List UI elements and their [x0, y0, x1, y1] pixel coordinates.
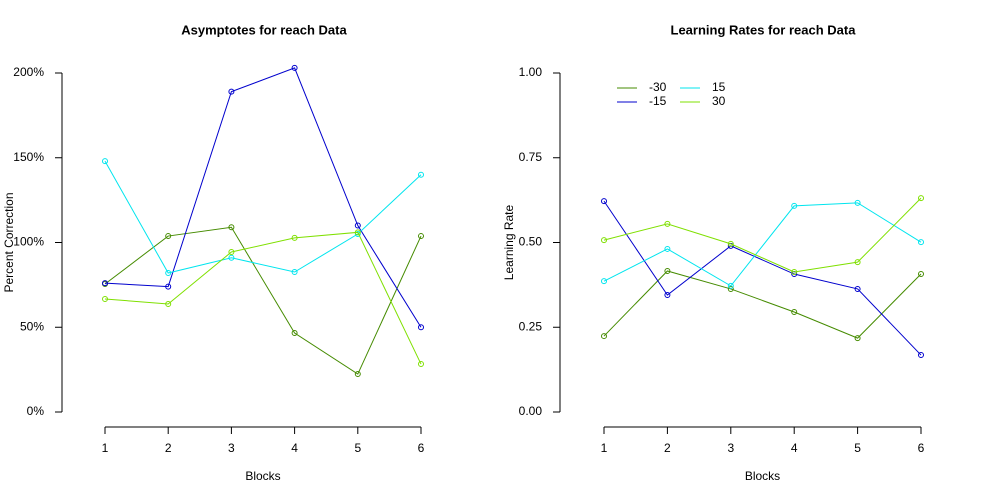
- y-tick-label: 0.50: [519, 235, 543, 249]
- x-tick-label: 2: [165, 441, 172, 455]
- data-point: [918, 195, 924, 202]
- x-axis-label: Blocks: [745, 469, 780, 483]
- series-line: [603, 197, 922, 273]
- data-point: [791, 308, 798, 315]
- series-line: [104, 67, 422, 328]
- chart-title: Asymptotes for reach Data: [181, 22, 347, 37]
- x-tick-label: 1: [601, 441, 608, 455]
- y-tick-label: 50%: [20, 319, 44, 333]
- y-tick-label: 1.00: [519, 65, 543, 79]
- data-point: [727, 282, 734, 289]
- x-tick-label: 4: [291, 441, 298, 455]
- data-point: [918, 239, 924, 246]
- x-tick-label: 6: [418, 441, 425, 455]
- series-line: [104, 160, 422, 274]
- data-point: [664, 292, 671, 299]
- x-tick-label: 2: [664, 441, 671, 455]
- data-point: [291, 64, 298, 71]
- data-point: [291, 268, 298, 275]
- data-point: [165, 270, 172, 277]
- series-line: [603, 270, 922, 339]
- data-point: [354, 231, 361, 238]
- series-line: [603, 202, 922, 287]
- data-point: [291, 234, 298, 241]
- data-point: [918, 271, 924, 278]
- data-point: [228, 224, 235, 231]
- x-tick-label: 3: [228, 441, 235, 455]
- y-axis-label: Learning Rate: [502, 204, 516, 280]
- data-point: [601, 278, 607, 285]
- x-tick-label: 5: [854, 441, 861, 455]
- y-tick-label: 0.75: [519, 150, 543, 164]
- x-tick-label: 3: [727, 441, 734, 455]
- legend-label: 15: [712, 80, 726, 94]
- data-point: [354, 229, 361, 236]
- y-tick-label: 0.25: [519, 319, 543, 333]
- data-point: [854, 285, 861, 292]
- data-point: [918, 352, 924, 359]
- data-point: [165, 233, 172, 240]
- chart-title: Learning Rates for reach Data: [671, 22, 857, 37]
- data-point: [418, 361, 424, 368]
- data-point: [165, 301, 172, 308]
- y-tick-label: 200%: [13, 65, 44, 79]
- data-point: [228, 254, 235, 261]
- data-point: [418, 171, 424, 178]
- data-point: [102, 295, 108, 302]
- data-point: [854, 335, 861, 342]
- legend-label: -15: [649, 94, 667, 108]
- x-axis-label: Blocks: [245, 469, 280, 483]
- data-point: [228, 88, 235, 95]
- x-tick-label: 6: [918, 441, 925, 455]
- data-point: [664, 267, 671, 274]
- data-point: [727, 240, 734, 247]
- data-point: [102, 280, 108, 287]
- data-point: [102, 158, 108, 165]
- y-tick-label: 100%: [13, 235, 44, 249]
- data-point: [854, 259, 861, 266]
- y-tick-label: 150%: [13, 150, 44, 164]
- data-point: [418, 324, 424, 331]
- series-line: [104, 226, 422, 375]
- x-tick-label: 1: [102, 441, 109, 455]
- data-point: [354, 371, 361, 378]
- legend-label: 30: [712, 94, 726, 108]
- data-point: [418, 233, 424, 240]
- data-point: [791, 268, 798, 275]
- series-line: [603, 200, 922, 356]
- data-point: [165, 283, 172, 290]
- data-point: [228, 248, 235, 255]
- y-tick-label: 0.00: [519, 404, 543, 418]
- series-line: [104, 231, 422, 365]
- data-point: [791, 202, 798, 209]
- data-point: [291, 330, 298, 337]
- y-axis-label: Percent Correction: [2, 192, 16, 292]
- data-point: [601, 333, 607, 340]
- data-point: [354, 222, 361, 229]
- y-tick-label: 0%: [27, 404, 45, 418]
- x-tick-label: 5: [354, 441, 361, 455]
- data-point: [664, 245, 671, 252]
- data-point: [601, 198, 607, 205]
- data-point: [854, 199, 861, 206]
- legend-label: -30: [649, 80, 667, 94]
- data-point: [664, 220, 671, 227]
- x-tick-label: 4: [791, 441, 798, 455]
- data-point: [601, 237, 607, 244]
